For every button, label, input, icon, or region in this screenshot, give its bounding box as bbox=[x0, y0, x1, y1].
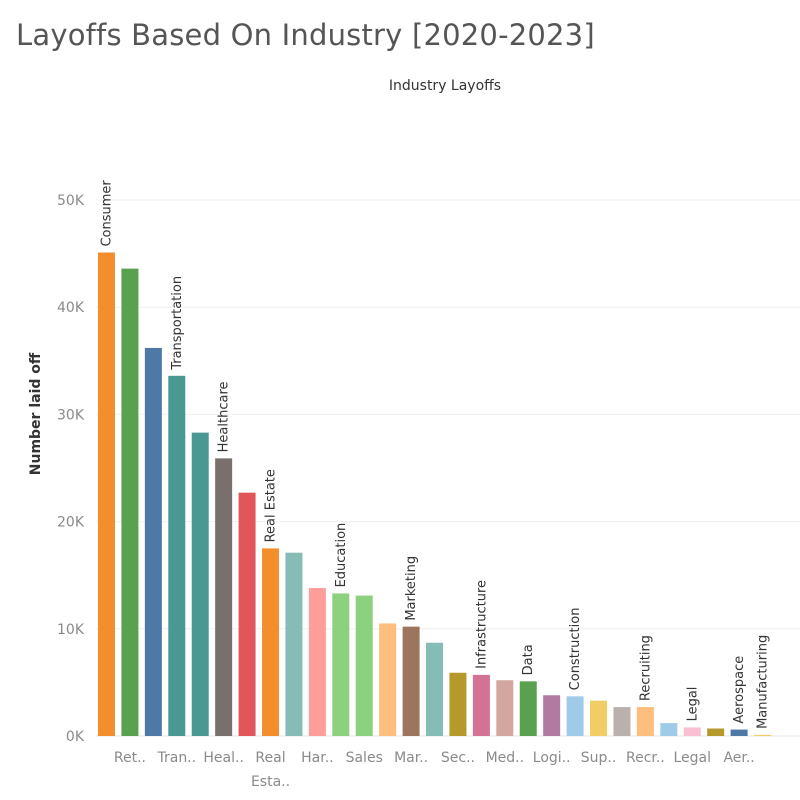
y-tick-label: 10K bbox=[57, 622, 85, 638]
bar-label: Legal bbox=[685, 687, 700, 722]
bar bbox=[730, 729, 748, 736]
x-tick-label: Har.. bbox=[301, 750, 333, 766]
x-tick-label: Sup.. bbox=[581, 750, 617, 766]
y-tick-label: 30K bbox=[57, 407, 85, 423]
bar bbox=[379, 623, 397, 736]
bar bbox=[191, 432, 209, 736]
chart-title: Industry Layoffs bbox=[389, 78, 501, 94]
x-tick-label: Logi.. bbox=[533, 750, 571, 766]
bar bbox=[449, 672, 467, 736]
bar-label: Healthcare bbox=[217, 381, 232, 452]
bar bbox=[238, 492, 256, 736]
bar bbox=[590, 700, 608, 736]
bar bbox=[543, 695, 561, 736]
bar bbox=[285, 552, 303, 736]
bar-label: Consumer bbox=[100, 180, 115, 247]
y-tick-label: 40K bbox=[57, 300, 85, 316]
bar bbox=[215, 458, 233, 736]
y-tick-label: 0K bbox=[66, 729, 85, 745]
bar bbox=[613, 707, 631, 736]
x-tick-label: Recr.. bbox=[626, 750, 665, 766]
y-axis-title: Number laid off bbox=[28, 352, 44, 475]
page-title: Layoffs Based On Industry [2020-2023] bbox=[16, 18, 595, 52]
bar bbox=[355, 595, 373, 736]
bar-label: Data bbox=[521, 644, 536, 675]
bar-label: Marketing bbox=[404, 556, 419, 621]
bar-label: Manufacturing bbox=[756, 635, 771, 729]
bar bbox=[402, 626, 420, 736]
bar-label: Recruiting bbox=[638, 635, 653, 701]
bars bbox=[98, 252, 772, 736]
bar-label: Education bbox=[334, 523, 349, 588]
bar-label: Aerospace bbox=[732, 656, 747, 724]
bar-label: Construction bbox=[568, 608, 583, 691]
x-tick-label: Mar.. bbox=[394, 750, 428, 766]
x-tick-label: Med.. bbox=[486, 750, 524, 766]
bar-label: Real Estate bbox=[264, 469, 279, 542]
bar bbox=[472, 674, 490, 736]
bar bbox=[636, 707, 654, 736]
y-tick-label: 20K bbox=[57, 515, 85, 531]
bar-label: Infrastructure bbox=[474, 580, 489, 669]
x-tick-label: Sales bbox=[346, 750, 383, 766]
bar bbox=[426, 642, 444, 736]
bar bbox=[144, 347, 162, 736]
bar-labels: Consumer Transportation Healthcare Real Est… bbox=[100, 180, 771, 729]
bar bbox=[308, 588, 326, 736]
bar bbox=[98, 252, 115, 736]
x-tick-label: Legal bbox=[673, 750, 711, 766]
x-tick-label: Sec.. bbox=[441, 750, 475, 766]
y-axis-ticks: 0K 10K 20K 30K 40K 50K bbox=[57, 193, 85, 745]
bar bbox=[262, 548, 280, 736]
x-tick-label: Tran.. bbox=[156, 750, 196, 766]
bar bbox=[519, 681, 537, 736]
x-tick-label: Heal.. bbox=[203, 750, 244, 766]
gridlines bbox=[96, 199, 800, 737]
bar-label: Transportation bbox=[170, 276, 185, 371]
bar bbox=[707, 728, 725, 736]
bar bbox=[168, 375, 186, 736]
bar bbox=[121, 268, 139, 736]
x-tick-label: Aer.. bbox=[723, 750, 754, 766]
x-axis-ticks: Ret.. Tran.. Heal.. Real Esta.. Har.. Sales Mar… bbox=[114, 750, 755, 790]
bar bbox=[754, 734, 772, 736]
bar bbox=[566, 696, 584, 736]
y-tick-label: 50K bbox=[57, 193, 85, 209]
x-tick-label: Real bbox=[255, 750, 285, 766]
x-tick-label: Esta.. bbox=[251, 774, 290, 790]
bar bbox=[683, 727, 701, 736]
x-tick-label: Ret.. bbox=[114, 750, 146, 766]
bar bbox=[496, 680, 514, 736]
bar bbox=[332, 593, 350, 736]
bar bbox=[660, 723, 678, 736]
